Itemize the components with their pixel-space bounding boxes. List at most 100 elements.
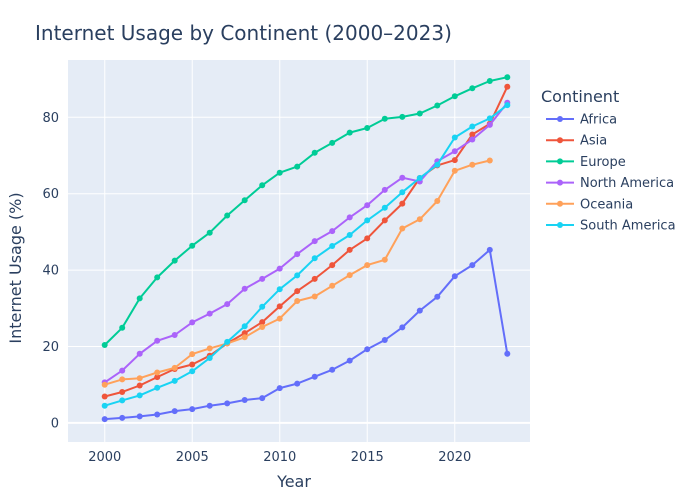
- data-point-europe: [399, 113, 406, 120]
- data-point-europe: [416, 110, 423, 117]
- data-point-europe: [189, 242, 196, 249]
- data-point-europe: [311, 149, 318, 156]
- data-point-europe: [381, 115, 388, 122]
- data-point-north-america: [154, 337, 161, 344]
- data-point-asia: [469, 131, 476, 138]
- data-point-oceania: [311, 293, 318, 300]
- data-point-africa: [136, 413, 143, 420]
- chart-title: Internet Usage by Continent (2000–2023): [35, 21, 452, 45]
- data-point-asia: [311, 275, 318, 282]
- data-point-oceania: [294, 298, 301, 304]
- data-point-oceania: [399, 225, 406, 232]
- data-point-north-america: [276, 265, 283, 272]
- data-point-africa: [311, 373, 318, 380]
- data-point-africa: [469, 262, 476, 269]
- data-point-south-america: [364, 217, 371, 224]
- legend-label: Africa: [580, 113, 617, 128]
- data-point-asia: [381, 217, 388, 224]
- data-point-europe: [434, 102, 441, 109]
- data-point-oceania: [381, 256, 388, 263]
- data-point-north-america: [329, 228, 336, 235]
- data-point-north-america: [399, 174, 406, 181]
- x-axis-title: Year: [276, 472, 311, 491]
- data-point-north-america: [119, 367, 126, 374]
- data-point-oceania: [119, 376, 126, 383]
- data-point-africa: [329, 366, 336, 373]
- data-point-north-america: [136, 350, 143, 357]
- data-point-africa: [294, 380, 301, 387]
- data-point-south-america: [451, 134, 458, 141]
- legend-item-north-america[interactable]: North America: [546, 176, 674, 191]
- data-point-south-america: [381, 204, 388, 211]
- data-point-europe: [224, 212, 231, 219]
- data-point-asia: [101, 393, 108, 400]
- data-point-south-america: [469, 123, 476, 130]
- data-point-africa: [399, 324, 406, 331]
- legend-swatch-marker: [557, 116, 563, 122]
- data-point-africa: [189, 406, 196, 413]
- data-point-africa: [119, 414, 126, 421]
- grid-lines: [68, 60, 530, 442]
- data-point-oceania: [259, 324, 266, 330]
- data-point-africa: [206, 402, 213, 409]
- data-point-europe: [504, 74, 511, 81]
- series-south-america: [101, 102, 511, 409]
- data-point-south-america: [399, 189, 406, 196]
- data-point-europe: [206, 229, 213, 236]
- data-point-north-america: [241, 285, 248, 292]
- series-africa: [101, 246, 511, 423]
- legend: Continent Africa Asia Europe North America O…: [541, 87, 676, 234]
- data-point-oceania: [434, 198, 441, 204]
- data-point-south-america: [119, 397, 126, 404]
- legend-item-oceania[interactable]: Oceania: [546, 197, 633, 212]
- data-point-south-america: [486, 115, 493, 122]
- data-point-south-america: [259, 303, 266, 310]
- data-point-asia: [154, 374, 161, 381]
- x-tick-label-2015: 2015: [351, 450, 384, 465]
- y-tick-label-40: 40: [42, 264, 59, 279]
- legend-title: Continent: [541, 87, 619, 106]
- data-point-south-america: [416, 175, 423, 181]
- data-point-south-america: [504, 102, 511, 109]
- data-point-oceania: [329, 282, 336, 289]
- data-point-asia: [329, 262, 336, 269]
- data-point-africa: [276, 385, 283, 392]
- legend-label: Asia: [580, 134, 607, 149]
- data-point-asia: [259, 319, 266, 326]
- data-point-africa: [101, 416, 108, 423]
- y-tick-label-60: 60: [42, 187, 59, 202]
- data-point-north-america: [381, 186, 388, 193]
- data-point-europe: [136, 295, 143, 302]
- data-point-north-america: [206, 310, 213, 317]
- data-point-north-america: [364, 202, 371, 209]
- y-tick-label-0: 0: [51, 416, 59, 431]
- data-point-africa: [434, 293, 441, 300]
- data-point-europe: [346, 129, 353, 136]
- data-point-europe: [171, 257, 178, 264]
- data-point-south-america: [136, 392, 143, 399]
- legend-item-europe[interactable]: Europe: [546, 155, 626, 170]
- data-point-north-america: [294, 251, 301, 258]
- legend-item-asia[interactable]: Asia: [546, 134, 607, 149]
- data-point-africa: [259, 395, 266, 402]
- legend-label: Europe: [580, 155, 626, 170]
- data-point-north-america: [346, 214, 353, 221]
- data-point-asia: [399, 200, 406, 207]
- data-point-asia: [504, 83, 511, 90]
- legend-item-south-america[interactable]: South America: [546, 219, 676, 234]
- data-point-europe: [364, 125, 371, 131]
- legend-swatch-marker: [557, 158, 563, 165]
- data-point-oceania: [416, 216, 423, 223]
- x-tick-label-2020: 2020: [438, 450, 471, 465]
- x-tick-label-2000: 2000: [88, 450, 121, 465]
- data-point-north-america: [451, 148, 458, 155]
- data-point-south-america: [241, 323, 248, 330]
- data-point-oceania: [136, 375, 143, 382]
- legend-swatch-marker: [557, 137, 563, 144]
- legend-item-africa[interactable]: Africa: [546, 113, 617, 128]
- data-point-asia: [189, 361, 196, 368]
- data-point-south-america: [101, 402, 108, 409]
- legend-swatch-marker: [557, 200, 563, 207]
- data-point-north-america: [311, 238, 318, 245]
